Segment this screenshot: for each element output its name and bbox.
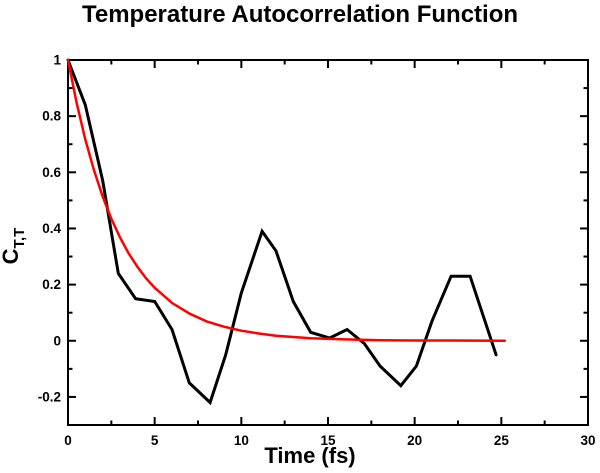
x-tick-label: 15 xyxy=(320,433,336,448)
y-axis-label: CT,T xyxy=(0,161,28,331)
series-exponential-fit xyxy=(66,58,507,343)
y-tick-label: 1 xyxy=(53,53,61,68)
y-tick-label: 0.6 xyxy=(42,165,61,180)
y-axis-label-subscript: T,T xyxy=(11,227,28,249)
y-tick-label: 0.2 xyxy=(42,277,61,292)
y-tick-label: 0 xyxy=(53,333,61,348)
x-tick-label: 10 xyxy=(234,433,249,448)
y-tick-label: 0.8 xyxy=(42,109,61,124)
x-tick-label: 25 xyxy=(494,433,510,448)
x-tick-label: 5 xyxy=(151,433,159,448)
series-autocorrelation-data xyxy=(66,58,498,406)
y-tick-label: -0.2 xyxy=(38,389,61,404)
x-tick-label: 0 xyxy=(64,433,72,448)
axis-frame xyxy=(67,59,589,426)
x-axis-label: Time (fs) xyxy=(264,443,356,468)
y-tick-label: 0.4 xyxy=(42,221,61,236)
y-axis-label-main: C xyxy=(0,248,23,265)
chart-title: Temperature Autocorrelation Function xyxy=(81,1,519,28)
x-tick-label: 30 xyxy=(580,433,595,448)
x-tick-label: 20 xyxy=(407,433,422,448)
